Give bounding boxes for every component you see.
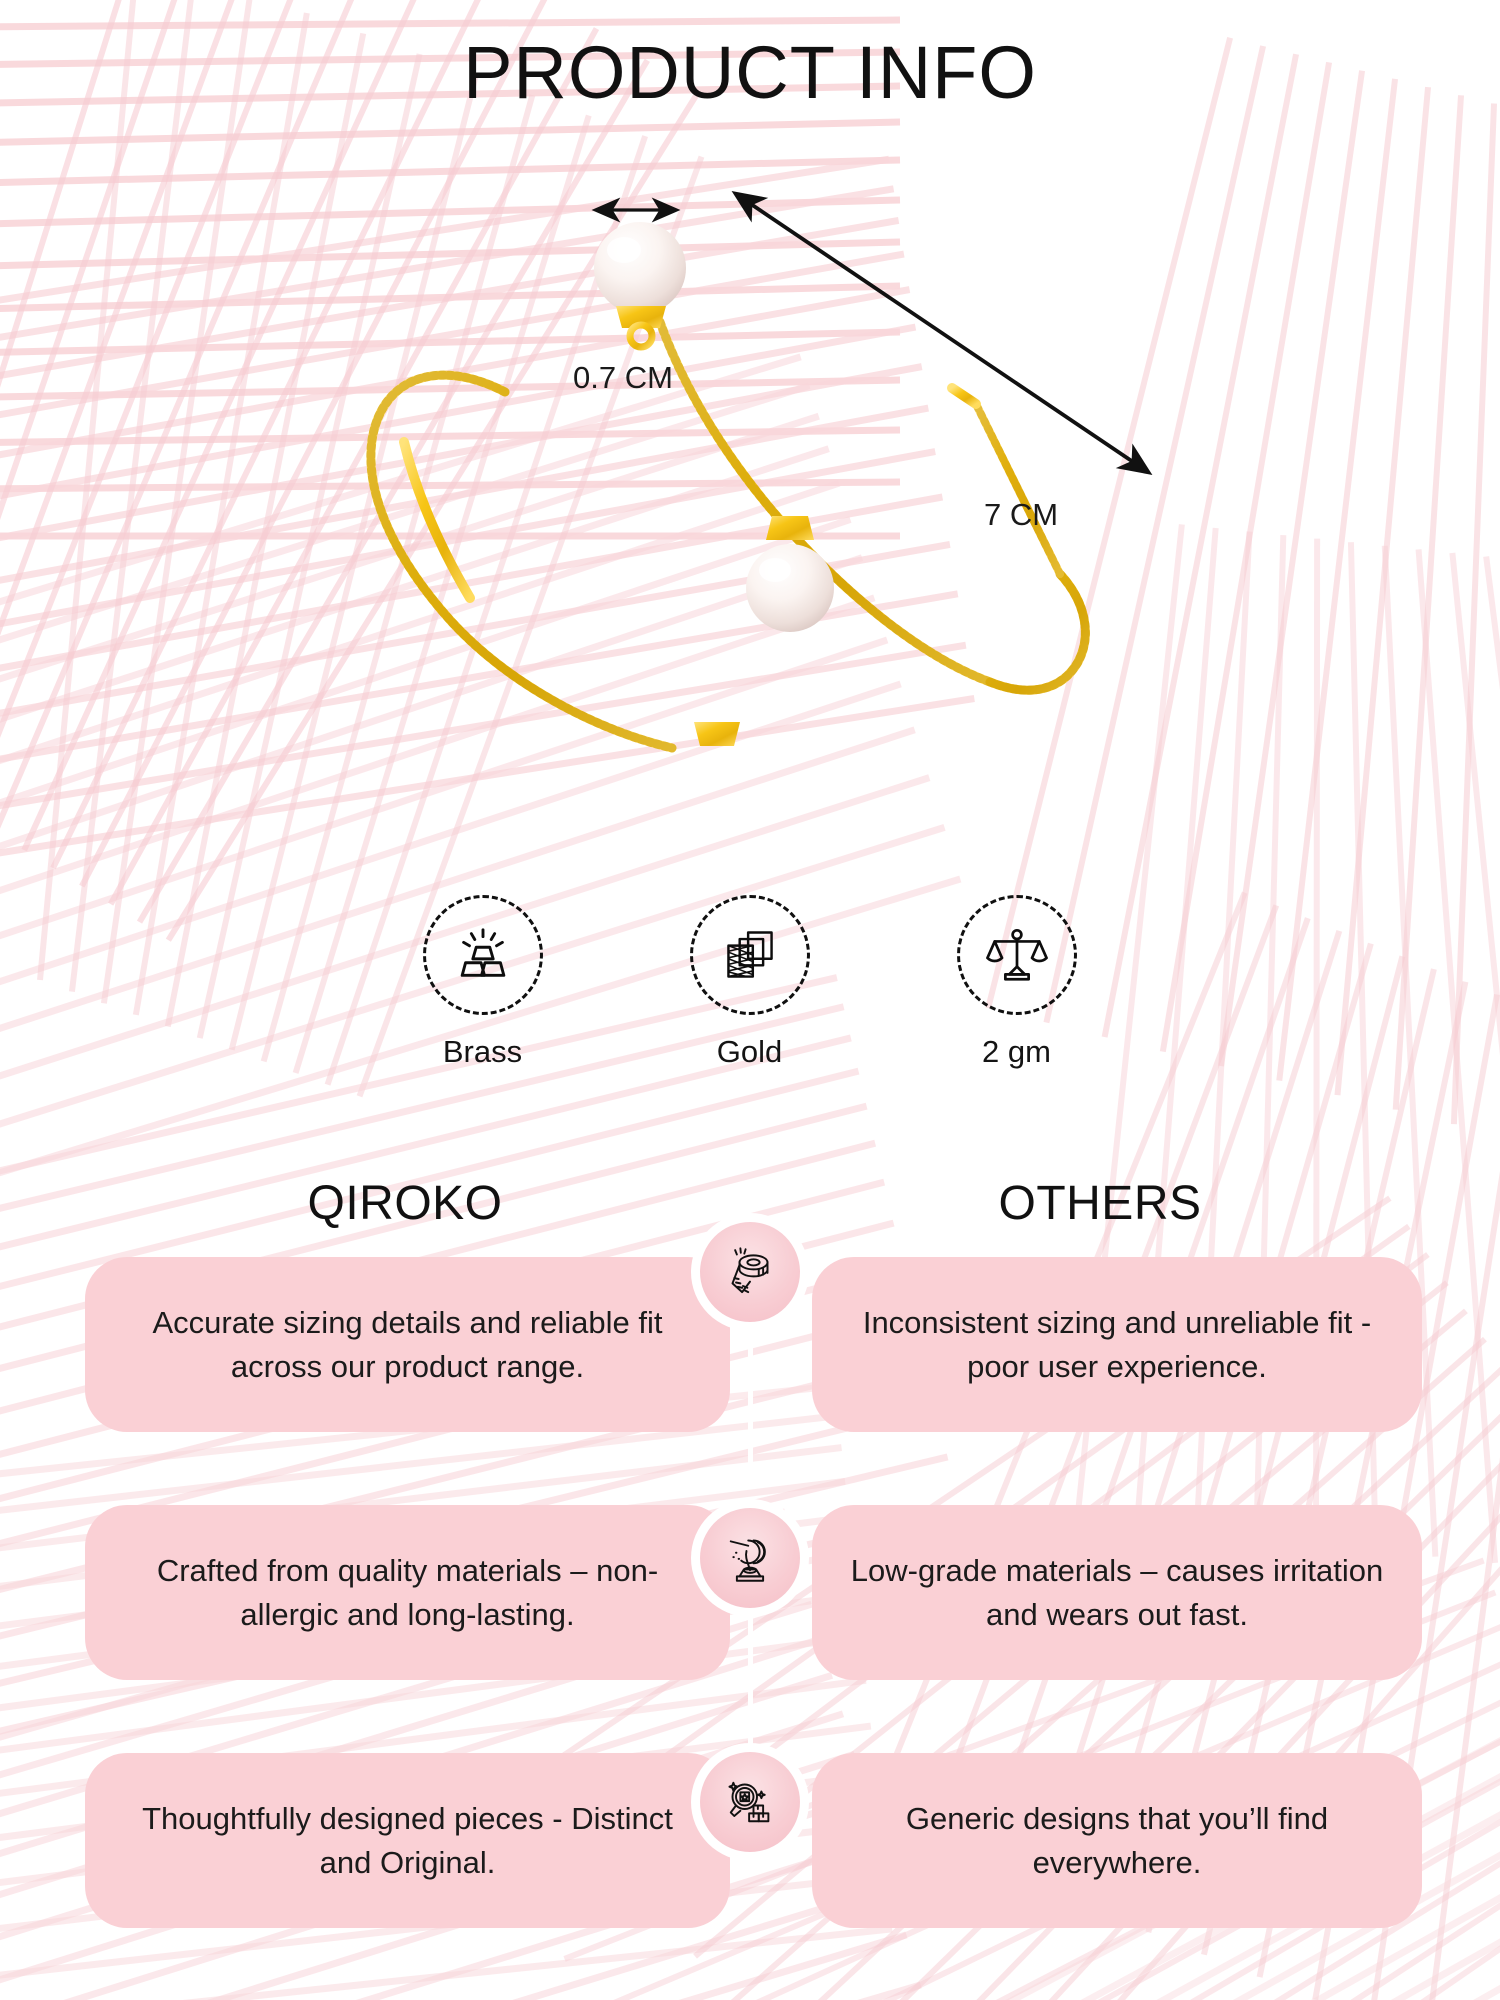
balance-scale-icon [985,924,1048,986]
comparison-cell-brand: Thoughtfully designed pieces - Distinct … [85,1753,730,1928]
spec-item-plating: Gold [647,895,852,1110]
gold-bars-icon [452,924,514,986]
length-dimension-arrow [731,191,1153,475]
row-icon-badge [691,1213,809,1331]
unique-design-search-icon [722,1774,778,1830]
measuring-tape-icon [722,1244,778,1300]
row-icon-badge [691,1499,809,1617]
pearl-bottom-bead [746,516,834,632]
comparison-cell-brand: Crafted from quality materials – non-all… [85,1505,730,1680]
row-icon-badge [691,1743,809,1861]
comparison-row: Accurate sizing details and reliable fit… [0,1213,1500,1476]
comparison-text-brand: Crafted from quality materials – non-all… [156,1552,659,1632]
width-dimension-label: 0.7 CM [573,360,673,395]
comparison-text-brand: Accurate sizing details and reliable fit… [152,1304,663,1384]
spec-item-weight: 2 gm [914,895,1119,1110]
length-dimension-label: 7 CM [984,497,1059,532]
comparison-row: Thoughtfully designed pieces - Distinct … [0,1721,1500,1968]
spec-circle-weight [956,895,1077,1015]
comparison-text-others: Low-grade materials – causes irritation … [850,1552,1384,1632]
comparison-row-list: Accurate sizing details and reliable fit… [0,1213,1500,2000]
comparison-section: QIROKO OTHERS Accurate sizing details an… [0,1175,1500,2000]
row-icon-badge-inner [700,1508,800,1608]
molten-metal-pour-icon [722,1530,778,1586]
page-title: PRODUCT INFO [463,31,1037,114]
earring-left-strand [366,370,677,753]
spec-label-plating: Gold [716,1034,783,1069]
spec-badge-list: Brass Gold [380,895,1120,1110]
plating-swatch-icon [720,925,780,985]
spec-item-material: Brass [380,895,585,1110]
row-icon-badge-inner [700,1222,800,1322]
product-image-block: 0.7 CM 7 CM [0,150,1500,850]
comparison-text-others: Inconsistent sizing and unreliable fit -… [862,1304,1372,1384]
spec-circle-plating [689,895,810,1015]
comparison-heading-brand: QIROKO [307,1177,503,1230]
pearl-bottom [694,722,740,746]
spec-label-material: Brass [442,1034,523,1069]
comparison-cell-others: Inconsistent sizing and unreliable fit -… [812,1257,1422,1432]
comparison-cell-brand: Accurate sizing details and reliable fit… [85,1257,730,1432]
row-icon-badge-inner [700,1752,800,1852]
comparison-text-brand: Thoughtfully designed pieces - Distinct … [142,1800,673,1880]
comparison-cell-others: Low-grade materials – causes irritation … [812,1505,1422,1680]
spec-circle-material [422,895,543,1015]
pearl-top [594,222,686,351]
comparison-row: Crafted from quality materials – non-all… [0,1499,1500,1720]
comparison-cell-others: Generic designs that you’ll find everywh… [812,1753,1422,1928]
comparison-text-others: Generic designs that you’ll find everywh… [905,1800,1329,1880]
comparison-heading-others: OTHERS [998,1177,1202,1230]
spec-label-weight: 2 gm [982,1034,1051,1069]
